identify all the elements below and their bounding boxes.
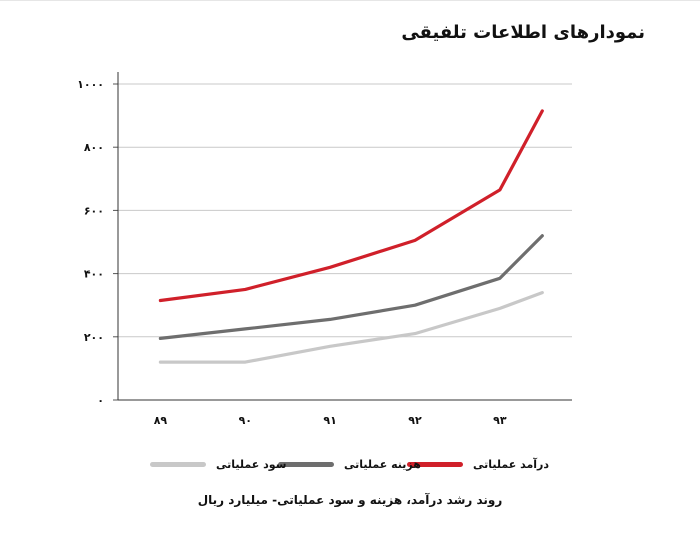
series-line xyxy=(158,109,544,303)
legend-swatch-cost xyxy=(278,461,334,467)
legend-item-profit: سود عملیاتی xyxy=(150,452,286,476)
legend-label-revenue: درآمد عملیاتی xyxy=(473,457,550,471)
series-line xyxy=(158,234,544,340)
y-tick-label: ۰ xyxy=(97,394,104,407)
legend-label-cost: هزینه عملیاتی xyxy=(344,457,421,471)
y-tick-label: ۱۰۰۰ xyxy=(77,78,104,91)
y-tick-label: ۶۰۰ xyxy=(84,204,104,217)
y-tick-label: ۸۰۰ xyxy=(84,141,104,154)
series-line xyxy=(158,291,544,364)
x-tick-label: ۸۹ xyxy=(154,414,168,427)
chart-title: نمودارهای اطلاعات تلفیقی xyxy=(401,22,645,43)
y-tick-label: ۴۰۰ xyxy=(84,268,104,281)
chart-legend: درآمد عملیاتی هزینه عملیاتی سود عملیاتی xyxy=(0,452,700,476)
top-divider xyxy=(0,0,700,1)
y-tick-label: ۲۰۰ xyxy=(84,331,104,344)
chart-caption: روند رشد درآمد، هزینه و سود عملیاتی- میل… xyxy=(197,493,503,507)
x-tick-label: ۹۱ xyxy=(323,414,336,427)
legend-swatch-profit xyxy=(150,461,206,467)
legend-swatch-revenue xyxy=(407,461,463,467)
x-tick-label: ۹۰ xyxy=(239,414,252,427)
x-tick-label: ۹۳ xyxy=(493,414,507,427)
legend-item-cost: هزینه عملیاتی xyxy=(278,452,421,476)
legend-item-revenue: درآمد عملیاتی xyxy=(407,452,549,476)
x-tick-label: ۹۲ xyxy=(408,414,422,427)
legend-label-profit: سود عملیاتی xyxy=(216,457,287,471)
